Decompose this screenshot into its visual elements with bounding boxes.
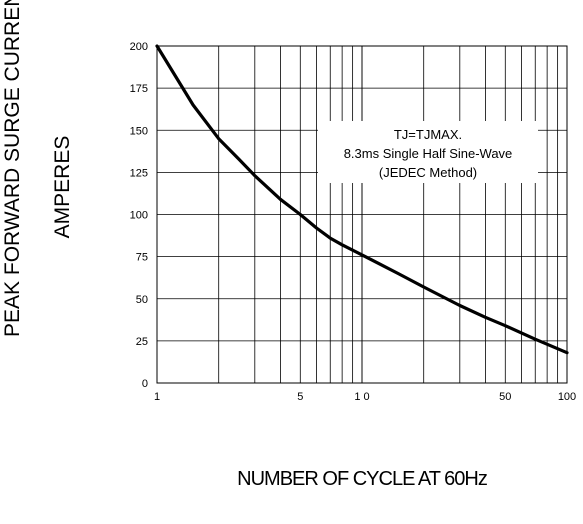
annotation-line: (JEDEC Method) [379, 165, 477, 180]
x-axis-title: NUMBER OF CYCLE AT 60Hz [237, 468, 488, 490]
x-tick-label: 50 [499, 391, 511, 403]
y-tick-label: 0 [142, 378, 148, 390]
y-tick-label: 125 [130, 167, 148, 179]
annotation-line: TJ=TJMAX. [394, 127, 462, 142]
annotation-box [318, 121, 538, 183]
y-tick-label: 200 [130, 41, 148, 53]
y-tick-label: 75 [136, 252, 148, 264]
annotation-line: 8.3ms Single Half Sine-Wave [344, 146, 513, 161]
x-tick-label: 1 [154, 391, 160, 403]
y-tick-label: 50 [136, 294, 148, 306]
y-tick-label: 150 [130, 125, 148, 137]
x-tick-label: 1 0 [354, 391, 369, 403]
y-tick-label: 100 [130, 210, 148, 222]
y-tick-label: 25 [136, 336, 148, 348]
y-tick-label: 175 [130, 83, 148, 95]
x-tick-label: 5 [297, 391, 303, 403]
series-line [155, 44, 569, 355]
plot-frame [156, 45, 568, 384]
x-tick-label: 100 [558, 391, 576, 403]
